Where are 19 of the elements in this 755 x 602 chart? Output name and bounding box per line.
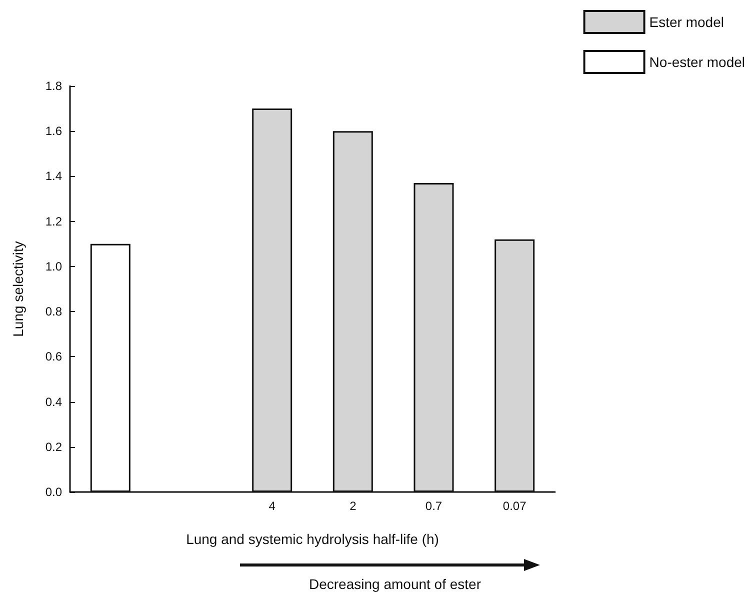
text: Decreasing amount of ester — [308, 576, 482, 592]
legend-label: Ester model — [649, 14, 724, 30]
y-axis-title: Lung selectivity — [10, 241, 26, 337]
y-tick-label: 1.6 — [45, 124, 62, 138]
y-tick-label: 1.2 — [45, 214, 62, 228]
y-tick-label: 1.8 — [45, 79, 62, 93]
x-tick-label: 0.07 — [502, 499, 527, 513]
y-tick-label: 0.6 — [45, 350, 62, 364]
y-tick-label: 0.0 — [45, 485, 62, 499]
x-tick-label: 4 — [268, 499, 276, 513]
y-tick-label: 1.0 — [45, 259, 62, 274]
y-tick-label: 0.4 — [45, 394, 62, 409]
y-tick-label: 0.8 — [45, 304, 62, 319]
x-axis-title: Lung and systemic hydrolysis half-life (h) — [186, 531, 439, 547]
y-tick-label: 1.4 — [45, 169, 62, 184]
legend-label: No-ester model — [649, 54, 745, 70]
x-tick-label: 2 — [350, 499, 357, 513]
y-tick-label: 0.2 — [45, 440, 62, 454]
x-tick-label: 0.7 — [425, 499, 442, 513]
